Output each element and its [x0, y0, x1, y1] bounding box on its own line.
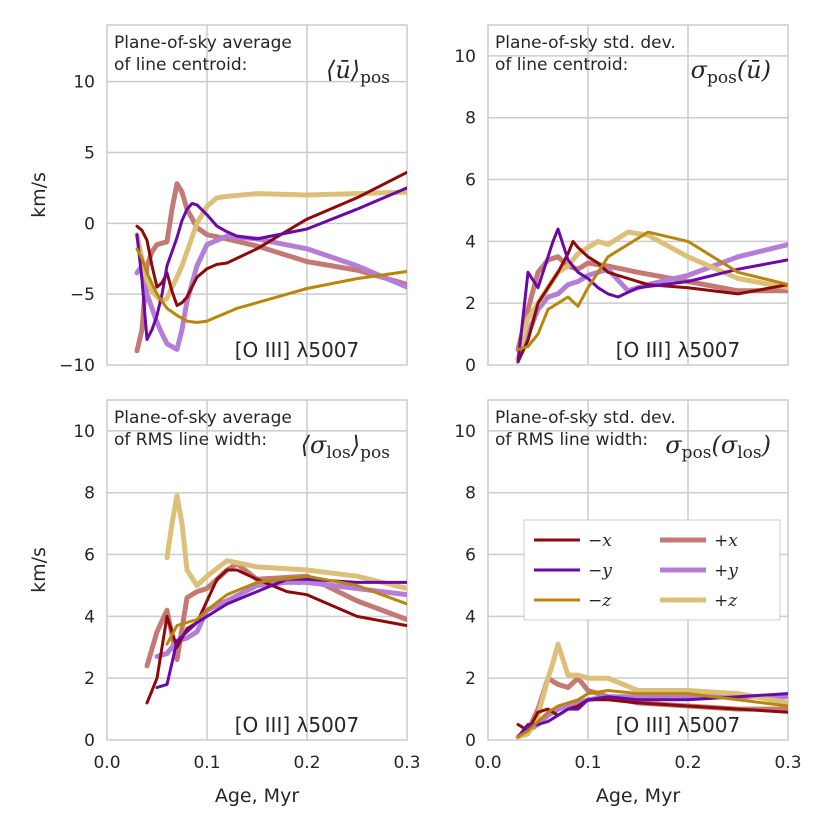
y-tick-label: 6: [465, 546, 476, 566]
legend: −x +x −y +y −z +z: [523, 519, 781, 621]
series-line-minus-y: [516, 227, 788, 364]
y-tick-label: 6: [84, 546, 95, 566]
series-line-plus-y: [134, 233, 407, 352]
panel-3: 0 2 4 6 8 10 0.0 0.1 0.2 0.3 km/s Age, Myr Plane-of-…: [28, 399, 421, 807]
panel-title-line1: Plane-of-sky std. dev.: [495, 33, 676, 53]
y-tick-label: 10: [454, 47, 476, 67]
y-axis-label: km/s: [28, 172, 50, 218]
series-line-minus-x: [516, 698, 788, 733]
panel-2: 0 2 4 6 8 10 Plane-of-sky std. dev.of line cen…: [454, 24, 789, 376]
panel-title-line1: Plane-of-sky average: [114, 33, 292, 53]
panel-title-line1: Plane-of-sky average: [114, 408, 292, 428]
series-line-minus-z: [165, 574, 407, 646]
series-line-plus-y: [515, 242, 788, 362]
x-tick-label: 0.0: [474, 753, 501, 773]
x-tick-label: 0.2: [674, 753, 701, 773]
y-tick-label: 8: [465, 109, 476, 129]
y-tick-label: 0: [465, 356, 476, 376]
panel-title-line2: of line centroid:: [114, 55, 247, 75]
panel-math-label: σpos(σlos): [665, 431, 771, 463]
series-group: [515, 641, 788, 740]
y-tick-label: 10: [73, 422, 95, 442]
legend-label-plus-x: +x: [714, 531, 738, 551]
panel-title-line2: of line centroid:: [495, 55, 628, 75]
x-axis-label: Age, Myr: [596, 785, 680, 807]
plot-area: [106, 399, 408, 741]
y-tick-label: 10: [454, 422, 476, 442]
series-line-minus-z: [516, 689, 788, 739]
series-line-minus-y: [516, 692, 788, 739]
y-tick-label: 10: [73, 73, 95, 93]
y-tick-label: 4: [465, 607, 476, 627]
x-tick-label: 0.2: [293, 753, 320, 773]
line-annotation: [O III] λ5007: [616, 338, 741, 362]
panel-title-line1: Plane-of-sky std. dev.: [495, 408, 676, 428]
y-tick-label: 8: [465, 484, 476, 504]
series-line-minus-y: [135, 186, 407, 341]
series-group: [515, 227, 788, 364]
panel-4: 0 2 4 6 8 10 0.0 0.1 0.2 0.3 Age, Myr Plane-of-sky …: [454, 399, 802, 807]
y-tick-label: 2: [465, 294, 476, 314]
legend-label-minus-x: −x: [588, 531, 612, 551]
y-tick-label: 4: [84, 607, 95, 627]
y-tick-label: −5: [70, 285, 95, 305]
line-annotation: [O III] λ5007: [235, 713, 360, 737]
panel-math-label: ⟨σlos⟩pos: [301, 431, 390, 463]
line-annotation: [O III] λ5007: [235, 338, 360, 362]
y-tick-label: 6: [465, 171, 476, 191]
y-tick-label: 0: [84, 731, 95, 751]
y-tick-label: 4: [465, 232, 476, 252]
y-tick-label: 0: [465, 731, 476, 751]
panel-title-line2: of RMS line width:: [495, 430, 648, 450]
line-annotation: [O III] λ5007: [616, 713, 741, 737]
x-axis-label: Age, Myr: [215, 785, 299, 807]
series-line-minus-y: [155, 577, 407, 689]
panel-math-label: ⟨ū⟩pos: [326, 56, 390, 88]
series-line-minus-z: [135, 247, 407, 324]
series-line-minus-x: [135, 170, 407, 307]
x-tick-label: 0.1: [193, 753, 220, 773]
panel-title-line2: of RMS line width:: [114, 430, 267, 450]
y-tick-label: 2: [465, 669, 476, 689]
x-tick-label: 0.0: [93, 753, 120, 773]
y-axis-label: km/s: [28, 547, 50, 593]
series-line-plus-z: [164, 493, 407, 591]
legend-label-plus-y: +y: [714, 561, 738, 581]
x-tick-label: 0.3: [774, 753, 801, 773]
series-line-minus-x: [145, 568, 407, 705]
series-group: [134, 170, 407, 354]
series-line-minus-z: [516, 230, 788, 351]
legend-label-minus-z: −z: [588, 591, 612, 611]
panel-math-label: σpos(ū): [691, 56, 771, 88]
x-tick-label: 0.1: [574, 753, 601, 773]
series-line-plus-z: [515, 641, 788, 740]
legend-label-minus-y: −y: [588, 561, 612, 581]
x-tick-label: 0.3: [393, 753, 420, 773]
y-tick-label: 5: [84, 144, 95, 164]
y-tick-label: 0: [84, 214, 95, 234]
y-tick-label: 2: [84, 669, 95, 689]
series-group: [144, 493, 407, 705]
series-line-plus-z: [134, 189, 407, 304]
y-tick-label: 8: [84, 484, 95, 504]
series-line-minus-x: [516, 239, 788, 364]
y-tick-label: −10: [59, 356, 95, 376]
legend-label-plus-z: +z: [714, 591, 738, 611]
